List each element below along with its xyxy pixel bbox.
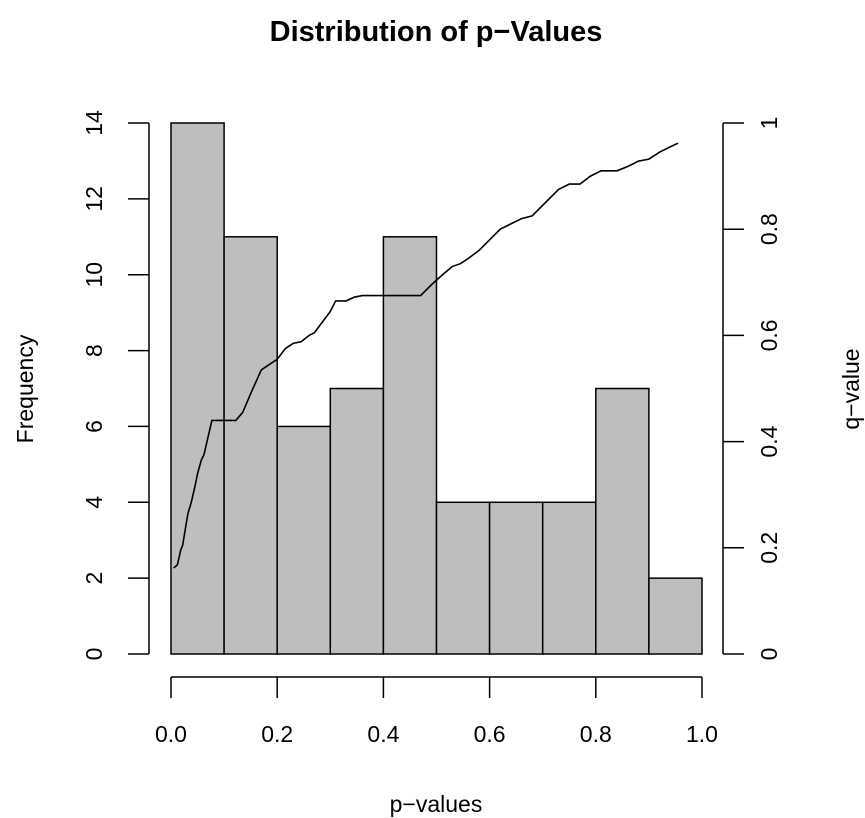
- histogram-bar-6: [488, 501, 544, 655]
- x-tick-label: 0.6: [474, 721, 506, 747]
- y2-tick-label: 0: [756, 648, 782, 661]
- histogram-bar-1: [223, 236, 278, 655]
- y-tick-label: 0: [81, 648, 107, 661]
- histogram-bar-3: [329, 387, 385, 655]
- x-axis-label: p−values: [390, 791, 483, 817]
- histogram-bar-8: [595, 387, 650, 655]
- y-tick-label: 10: [81, 262, 107, 288]
- histogram-bar-5: [435, 501, 491, 655]
- x-tick-label: 1.0: [686, 721, 718, 747]
- q-value-line: [173, 142, 679, 569]
- histogram-bar-4: [382, 236, 438, 655]
- y2-tick-label: 0.6: [756, 319, 782, 351]
- histogram-bar-7: [541, 501, 597, 655]
- y-axis-label: Frequency: [12, 334, 38, 443]
- y2-tick-label: 1: [756, 117, 782, 130]
- x-axis: 0.0 0.2 0.4 0.6 0.8 1.0: [155, 676, 718, 747]
- y-tick-label: 6: [81, 420, 107, 433]
- y-tick-label: 8: [81, 344, 107, 357]
- y2-tick-label: 0.8: [756, 213, 782, 245]
- histogram-bar-9: [648, 577, 703, 655]
- y-axis-left: 0 2 4 6 8 10 12 14: [81, 110, 150, 661]
- y-tick-label: 14: [81, 110, 107, 136]
- x-tick-label: 0.4: [367, 721, 399, 747]
- y2-tick-label: 0.2: [756, 532, 782, 564]
- histogram-bar-0: [170, 122, 225, 655]
- y-tick-label: 12: [81, 186, 107, 212]
- y2-axis-label: q−value: [838, 348, 864, 429]
- y-tick-label: 2: [81, 572, 107, 585]
- y-tick-label: 4: [81, 496, 107, 509]
- chart-title: Distribution of p−Values: [270, 16, 603, 48]
- y-axis-right: 0 0.2 0.4 0.6 0.8 1: [722, 117, 782, 661]
- x-tick-label: 0.0: [155, 721, 187, 747]
- x-tick-label: 0.8: [580, 721, 612, 747]
- x-tick-label: 0.2: [261, 721, 293, 747]
- histogram-bar-2: [276, 425, 332, 655]
- y2-tick-label: 0.4: [756, 425, 782, 457]
- histogram-bars: [170, 122, 703, 655]
